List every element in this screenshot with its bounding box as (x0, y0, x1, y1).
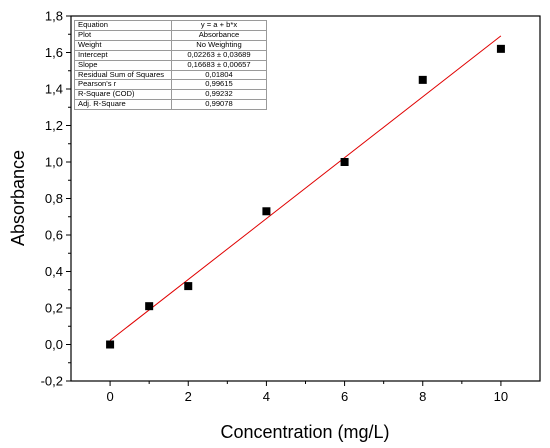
data-point (262, 207, 271, 216)
y-tick-label: 0,4 (45, 264, 63, 279)
fit-table-key: Pearson's r (74, 79, 172, 91)
data-point (418, 75, 427, 84)
y-tick-labels: -0,2 0,0 0,2 0,4 0,6 0,8 1,0 1,2 1,4 1,6 1,8 (41, 9, 63, 389)
fit-table-key: Intercept (74, 49, 172, 61)
fit-table-value: 0,99232 (171, 89, 267, 101)
y-tick-label: 1,0 (45, 155, 63, 170)
fit-table-row: Adj. R-Square 0,99078 (74, 99, 267, 111)
data-point (145, 302, 154, 311)
x-tick-label: 8 (419, 389, 426, 404)
x-tick-label: 6 (341, 389, 348, 404)
fit-table-key: Weight (74, 39, 172, 51)
fit-table-value: 0,16683 ± 0,00657 (171, 59, 267, 71)
y-axis-title: Absorbance (8, 150, 28, 246)
fit-table-value: 0,01804 (171, 69, 267, 81)
y-tick-label: 1,6 (45, 45, 63, 60)
y-tick-label: 0,6 (45, 228, 63, 243)
y-tick-label: 1,2 (45, 118, 63, 133)
x-tick-label: 4 (263, 389, 270, 404)
fit-line-group (109, 35, 502, 341)
y-tick-label: 1,8 (45, 9, 63, 24)
fit-table-row: Plot Absorbance (74, 29, 267, 41)
x-tick-label: 0 (106, 389, 113, 404)
data-point (106, 340, 115, 349)
fit-table-key: Slope (74, 59, 172, 71)
fit-table-key: Adj. R-Square (74, 99, 172, 111)
y-tick-label: 1,4 (45, 82, 63, 97)
y-tick-label: 0,0 (45, 337, 63, 352)
x-tick-labels: 0 2 4 6 8 10 (106, 389, 508, 404)
fit-table-value: 0,02263 ± 0,03689 (171, 49, 267, 61)
x-tick-label: 10 (494, 389, 508, 404)
fit-table-value: 0,99615 (171, 79, 267, 91)
fit-table-value: y = a + b*x (171, 20, 267, 31)
fit-table-value: No Weighting (171, 39, 267, 51)
fit-table-row: Residual Sum of Squares 0,01804 (74, 69, 267, 81)
fit-table-row: R-Square (COD) 0,99232 (74, 89, 267, 101)
fit-table-key: Residual Sum of Squares (74, 69, 172, 81)
fit-line (109, 35, 502, 341)
y-tick-label: 0,8 (45, 191, 63, 206)
data-points (106, 44, 505, 349)
x-axis-title: Concentration (mg/L) (220, 422, 389, 442)
x-tick-label: 2 (185, 389, 192, 404)
fit-table-row: Slope 0,16683 ± 0,00657 (74, 59, 267, 71)
y-tick-label: -0,2 (41, 374, 63, 389)
data-point (496, 44, 505, 53)
fit-table-row: Weight No Weighting (74, 39, 267, 51)
fit-table-key: Plot (74, 29, 172, 41)
fit-table-row: Equation y = a + b*x (74, 20, 267, 31)
fit-table-value: 0,99078 (171, 99, 267, 111)
data-point (340, 158, 349, 166)
axis-ticks (66, 15, 502, 386)
linear-fit-table: Equation y = a + b*x Plot Absorbance Weight N… (74, 20, 267, 111)
fit-table-key: Equation (74, 20, 172, 31)
fit-table-row: Pearson's r 0,99615 (74, 79, 267, 91)
fit-table-key: R-Square (COD) (74, 89, 172, 101)
y-tick-label: 0,2 (45, 301, 63, 316)
data-point (184, 282, 193, 291)
fit-table-value: Absorbance (171, 29, 267, 41)
fit-table-row: Intercept 0,02263 ± 0,03689 (74, 49, 267, 61)
